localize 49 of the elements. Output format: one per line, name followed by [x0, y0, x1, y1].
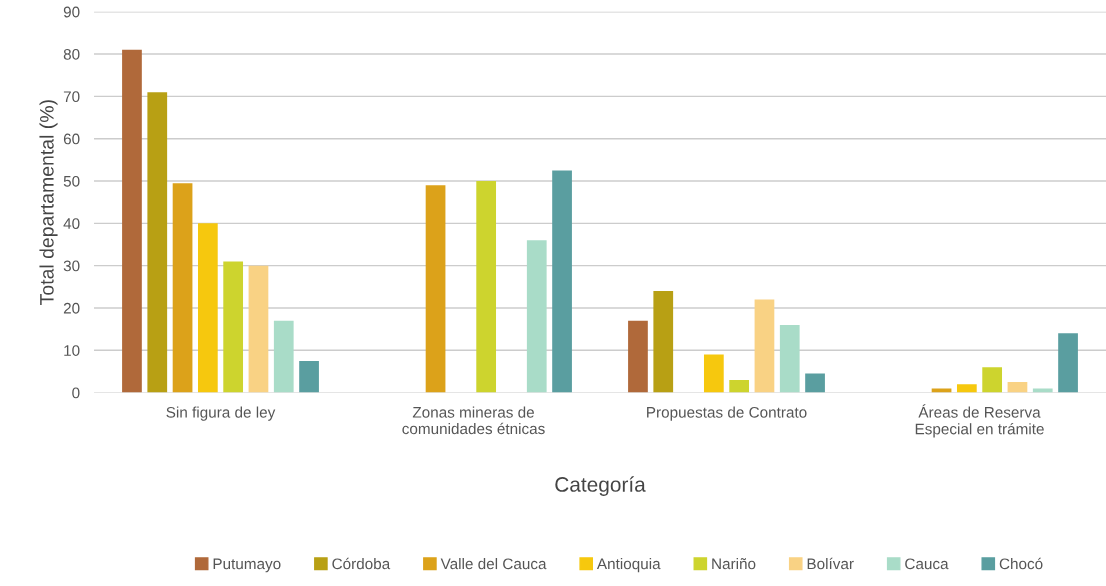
x-tick-label: Sin figura de ley — [166, 406, 276, 421]
bar — [552, 170, 572, 393]
x-tick-label: Propuestas de Contrato — [647, 406, 807, 421]
bar — [779, 324, 800, 393]
y-tick-label: 50 — [63, 175, 80, 187]
bar — [197, 223, 218, 393]
legend-label: Valle del Cauca — [440, 558, 547, 570]
y-tick-label: 30 — [63, 260, 80, 272]
bar — [956, 384, 977, 393]
y-tick-label: 0 — [72, 387, 80, 399]
legend-label: Putumayo — [213, 558, 281, 573]
legend-label: Nariño — [712, 558, 756, 570]
bar — [754, 299, 775, 393]
legend-label: Bolívar — [807, 557, 854, 570]
bar — [172, 183, 193, 393]
bar — [805, 373, 825, 393]
legend-label: Cauca — [905, 558, 949, 570]
legend-label: Chocó — [999, 557, 1043, 570]
x-tick-label: Zonas mineras de comunidades étnicas — [402, 406, 545, 435]
y-tick-label: 70 — [63, 91, 80, 103]
legend-label: Antioquia — [596, 558, 661, 573]
y-tick-label: 40 — [63, 218, 80, 230]
bar — [931, 388, 952, 393]
bar — [982, 367, 1003, 393]
bar — [476, 181, 497, 393]
x-tick-label: Áreas de Reserva Especial en trámite — [915, 404, 1044, 438]
x-axis-title: Categoría — [555, 476, 646, 496]
y-tick-label: 10 — [64, 345, 80, 356]
y-tick-label: 80 — [63, 48, 80, 60]
bar — [729, 379, 750, 393]
bar — [273, 320, 294, 393]
bar — [147, 92, 168, 393]
bar — [425, 185, 446, 393]
bar — [703, 354, 724, 393]
bar — [1007, 382, 1028, 393]
bar — [628, 320, 648, 393]
bar — [1058, 333, 1078, 393]
bar — [299, 360, 319, 393]
y-axis-title: Total departamental (%) — [39, 100, 58, 305]
bar — [122, 49, 142, 393]
legend-label: Córdoba — [332, 557, 391, 570]
bar — [526, 240, 547, 393]
bar — [653, 291, 674, 393]
y-tick-label: 60 — [63, 133, 80, 145]
bar — [223, 261, 244, 393]
bar — [248, 265, 269, 393]
bar — [1032, 388, 1053, 393]
y-tick-label: 20 — [63, 302, 80, 314]
y-tick-label: 90 — [63, 6, 80, 18]
